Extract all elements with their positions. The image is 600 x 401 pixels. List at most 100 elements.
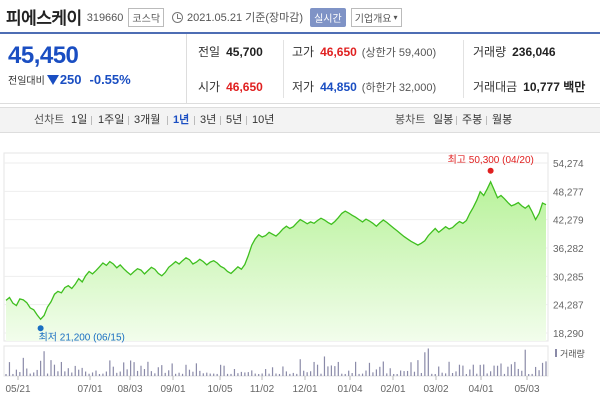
volume-bar (85, 371, 87, 376)
volume-bar (95, 370, 97, 376)
y-tick-label: 36,282 (553, 244, 584, 255)
volume-bar (296, 373, 298, 376)
volume-bar (282, 366, 284, 376)
tab-1w[interactable]: 1주일 (98, 114, 125, 126)
prev-close-cell: 전일 45,700 (198, 34, 263, 69)
tab-5y[interactable]: 5년 (226, 114, 243, 126)
volume-bar (490, 371, 492, 376)
volume-bar (271, 367, 274, 376)
volume-bar (71, 372, 73, 376)
x-tick-label: 08/03 (117, 384, 142, 395)
high-label: 고가 (292, 45, 315, 59)
volume-bar (46, 373, 49, 376)
divider (283, 40, 284, 98)
realtime-button[interactable]: 실시간 (310, 7, 346, 27)
price-line (5, 180, 547, 321)
volume-bar (476, 373, 478, 376)
price-area (6, 181, 546, 341)
volume-bar (26, 368, 28, 376)
volume-bar (400, 370, 402, 376)
volume-bar (507, 366, 509, 376)
volume-bar (417, 360, 419, 376)
tab-separator (220, 116, 221, 125)
y-tick-label: 18,290 (553, 329, 584, 340)
volume-bar (486, 373, 488, 376)
open-cell: 시가 46,650 (198, 69, 263, 104)
tab-3y[interactable]: 3년 (200, 114, 217, 126)
volume-bar (358, 373, 360, 376)
market-badge: 코스닥 (128, 7, 165, 27)
volume-bar (455, 371, 457, 376)
volume-bar (396, 373, 398, 376)
volume-cell: 거래량 236,046 (473, 34, 556, 69)
tab-separator (486, 116, 487, 125)
volume-bar (147, 361, 149, 376)
quote-panel: 45,450 전일대비 250 -0.55% 전일 45,700 고가 46,6… (0, 32, 600, 104)
amount-label: 거래대금 (473, 80, 518, 94)
price-chart[interactable]: 54,274 48,277 42,279 36,282 30,285 24,287 18,2… (0, 133, 600, 401)
volume-bar (216, 373, 218, 376)
volume-bar (310, 371, 312, 376)
volume-bar (292, 372, 294, 376)
volume-bar (538, 370, 540, 376)
tab-3m[interactable]: 3개월 (134, 114, 161, 126)
tab-1d[interactable]: 1일 (71, 114, 88, 126)
amount-cell: 거래대금 10,777 백만 (473, 69, 585, 104)
x-tick-label: 01/04 (337, 384, 362, 395)
volume-bar (98, 374, 101, 376)
volume-bar (465, 373, 467, 376)
volume-bar (185, 364, 187, 376)
volume-bar (251, 370, 253, 376)
volume-bar (545, 361, 547, 376)
volume-bar (50, 360, 52, 376)
volume-bar (140, 365, 142, 376)
volume-bar (389, 368, 391, 376)
company-info-button[interactable]: 기업개요 ▾ (350, 7, 402, 27)
volume-bar (344, 373, 346, 376)
volume-bar (240, 371, 242, 376)
volume-bar (472, 364, 474, 376)
low-value: 44,850 (320, 79, 357, 94)
open-value: 46,650 (226, 79, 263, 94)
main-price-box: 45,450 전일대비 250 -0.55% (0, 34, 187, 104)
volume-bar (372, 372, 374, 376)
volume-bar (81, 367, 83, 376)
volume-bar (192, 371, 194, 376)
volume-bar (112, 366, 114, 376)
volume-bar (5, 374, 7, 376)
volume-bar (265, 369, 267, 376)
x-tick-label: 02/01 (380, 384, 405, 395)
volume-bar (337, 361, 339, 376)
volume-bar (441, 372, 443, 376)
volume-bar (313, 361, 315, 376)
volume-bar (406, 370, 409, 376)
volume-bar (424, 352, 426, 376)
volume-bar (171, 363, 173, 376)
volume-bar (355, 361, 357, 376)
y-tick-label: 42,279 (553, 216, 584, 227)
volume-bar (136, 370, 139, 376)
volume-bar (268, 373, 270, 376)
volume-bar (278, 373, 281, 376)
volume-bar (105, 371, 107, 376)
price-chart-svg[interactable]: 54,274 48,277 42,279 36,282 30,285 24,287 18,2… (0, 133, 600, 401)
volume-bar (202, 373, 204, 376)
tab-weekly[interactable]: 주봉 (462, 114, 483, 126)
volume-bar (299, 359, 301, 376)
tab-10y[interactable]: 10년 (252, 114, 275, 126)
tab-daily[interactable]: 일봉 (433, 114, 454, 126)
tab-monthly[interactable]: 월봉 (492, 114, 513, 126)
volume-bar (483, 364, 485, 376)
tab-separator (167, 116, 168, 125)
divider (463, 40, 464, 98)
current-price: 45,450 (8, 42, 79, 69)
tab-separator (194, 116, 195, 125)
volume-bar (143, 369, 146, 376)
volume-bar (375, 369, 377, 376)
tab-1y[interactable]: 1년 (173, 114, 190, 126)
low-annotation: 최저 21,200 (06/15) (39, 331, 125, 343)
volume-bar (379, 366, 381, 376)
volume-bar (12, 373, 14, 376)
volume-bar (420, 372, 422, 376)
x-tick-label: 03/02 (423, 384, 448, 395)
